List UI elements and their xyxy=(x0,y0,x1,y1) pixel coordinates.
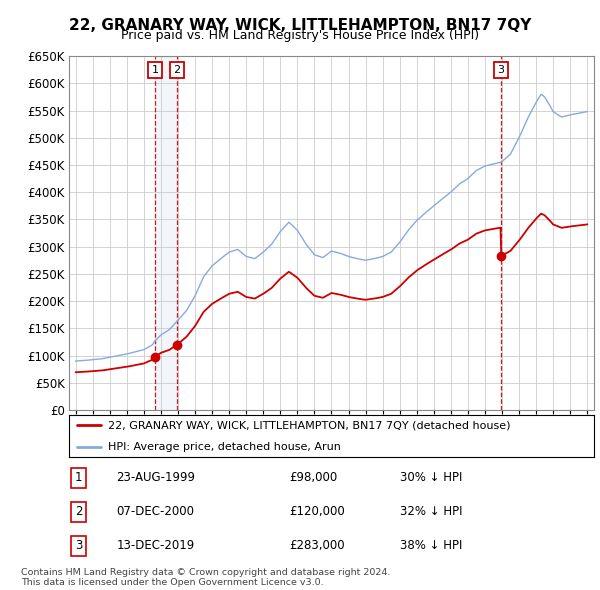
Text: HPI: Average price, detached house, Arun: HPI: Average price, detached house, Arun xyxy=(109,442,341,451)
Text: 22, GRANARY WAY, WICK, LITTLEHAMPTON, BN17 7QY (detached house): 22, GRANARY WAY, WICK, LITTLEHAMPTON, BN… xyxy=(109,421,511,430)
Text: 1: 1 xyxy=(151,65,158,75)
Text: 3: 3 xyxy=(497,65,505,75)
Text: 3: 3 xyxy=(75,539,82,552)
Text: 30% ↓ HPI: 30% ↓ HPI xyxy=(400,471,462,484)
Bar xyxy=(155,56,177,410)
Text: 2: 2 xyxy=(173,65,181,75)
Text: £283,000: £283,000 xyxy=(290,539,345,552)
Text: 07-DEC-2000: 07-DEC-2000 xyxy=(116,505,194,519)
Text: 13-DEC-2019: 13-DEC-2019 xyxy=(116,539,194,552)
Text: £120,000: £120,000 xyxy=(290,505,345,519)
Text: £98,000: £98,000 xyxy=(290,471,338,484)
Text: 38% ↓ HPI: 38% ↓ HPI xyxy=(400,539,462,552)
Text: 32% ↓ HPI: 32% ↓ HPI xyxy=(400,505,462,519)
Text: Price paid vs. HM Land Registry's House Price Index (HPI): Price paid vs. HM Land Registry's House … xyxy=(121,30,479,42)
Text: 23-AUG-1999: 23-AUG-1999 xyxy=(116,471,195,484)
Text: 22, GRANARY WAY, WICK, LITTLEHAMPTON, BN17 7QY: 22, GRANARY WAY, WICK, LITTLEHAMPTON, BN… xyxy=(69,18,531,32)
Text: Contains HM Land Registry data © Crown copyright and database right 2024.
This d: Contains HM Land Registry data © Crown c… xyxy=(21,568,391,587)
Text: 2: 2 xyxy=(75,505,82,519)
Text: 1: 1 xyxy=(75,471,82,484)
